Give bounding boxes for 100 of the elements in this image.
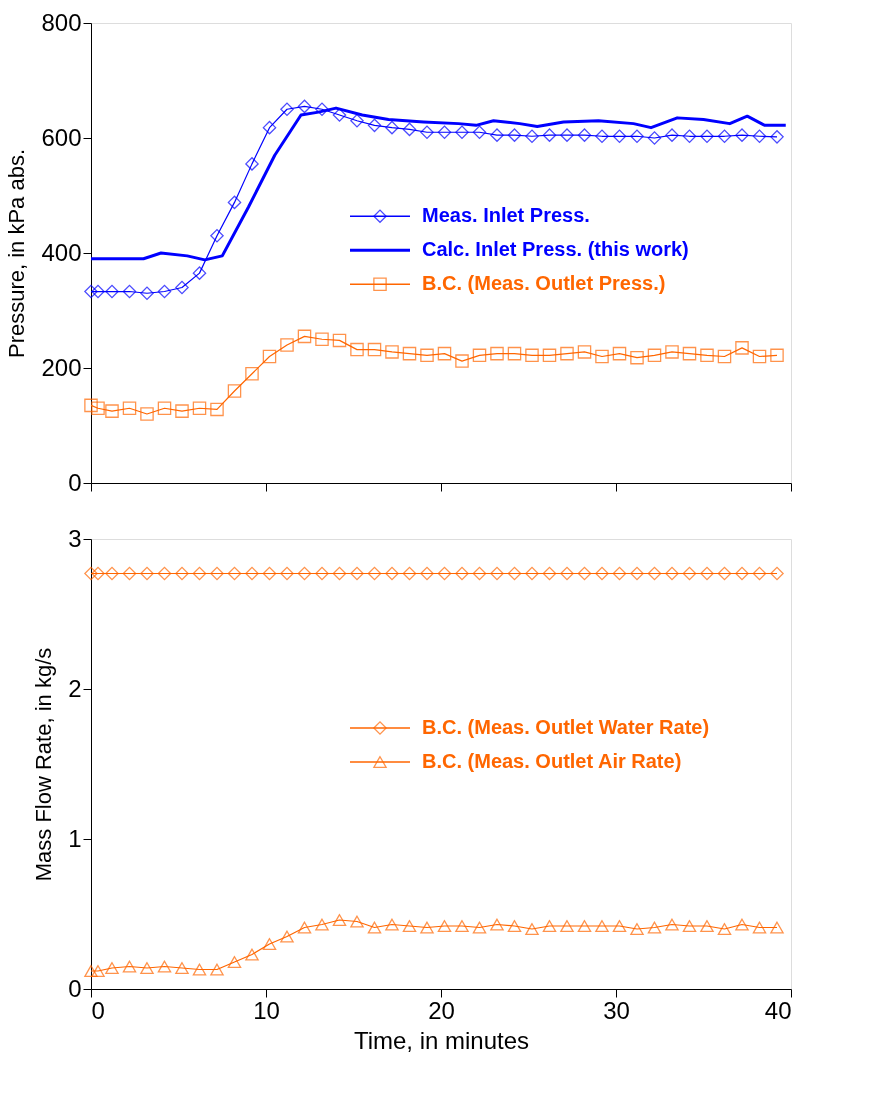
point (490, 346, 504, 361)
point (140, 407, 154, 421)
point (175, 280, 189, 295)
y-axis-title: Mass Flow Rate, in kg/s (31, 647, 57, 882)
point (735, 918, 749, 931)
point (140, 566, 154, 581)
point (507, 920, 522, 932)
point (315, 566, 329, 581)
point (752, 129, 767, 144)
point (717, 129, 732, 144)
point (91, 965, 105, 977)
point (577, 128, 592, 142)
point (455, 920, 469, 932)
point (612, 566, 627, 581)
point (245, 566, 259, 581)
point (420, 348, 434, 363)
y-tick-label: 0 (68, 468, 82, 496)
point (175, 404, 189, 418)
point (595, 920, 609, 932)
x-tick-label: 40 (764, 996, 792, 1024)
point (735, 128, 749, 142)
point (472, 348, 487, 363)
point (700, 348, 714, 363)
point (630, 566, 644, 581)
point (297, 921, 312, 934)
point (490, 566, 504, 581)
point (385, 566, 399, 581)
point (560, 566, 574, 581)
point (140, 962, 154, 974)
point (752, 349, 767, 364)
point (752, 566, 767, 581)
point (140, 286, 154, 301)
point (420, 566, 434, 581)
point (315, 918, 329, 931)
x-tick-label: 10 (253, 996, 280, 1024)
point (262, 349, 277, 364)
point (752, 921, 767, 934)
point (297, 566, 312, 581)
point (105, 566, 119, 581)
y-tick-label: 800 (41, 8, 82, 36)
point (612, 920, 627, 932)
point (122, 960, 137, 973)
point (735, 566, 749, 581)
point (245, 366, 259, 381)
point (192, 963, 207, 976)
point (122, 401, 137, 416)
point (262, 120, 277, 135)
point (770, 348, 784, 363)
point (437, 920, 452, 932)
point (227, 384, 242, 398)
point (157, 566, 172, 581)
point (472, 921, 487, 934)
point (542, 920, 557, 932)
point (350, 113, 364, 128)
point (332, 333, 347, 348)
point (91, 284, 105, 299)
point (385, 918, 399, 931)
y-tick-label: 1 (68, 824, 82, 852)
point (595, 129, 609, 144)
point (770, 130, 784, 144)
point (700, 566, 714, 581)
point (297, 329, 312, 344)
point (665, 345, 679, 359)
y-tick-label: 3 (68, 524, 82, 552)
point (577, 566, 592, 581)
point (665, 128, 679, 142)
point (665, 918, 679, 931)
point (210, 963, 224, 976)
point (332, 108, 347, 122)
point (472, 566, 487, 581)
point (490, 128, 504, 142)
point (84, 566, 98, 581)
point (577, 920, 592, 932)
point (175, 566, 189, 581)
point (630, 129, 644, 144)
point (192, 401, 207, 416)
point (227, 195, 242, 210)
legend-label: Meas. Inlet Press. (422, 204, 590, 227)
x-tick-label: 0 (91, 996, 105, 1024)
point (385, 120, 399, 135)
x-tick-label: 20 (428, 996, 455, 1024)
point (525, 348, 539, 363)
point (455, 354, 469, 368)
point (682, 566, 697, 581)
legend-label: B.C. (Meas. Outlet Press.) (422, 272, 666, 295)
point (262, 938, 277, 950)
point (105, 404, 119, 418)
point (402, 920, 417, 932)
point (297, 99, 312, 114)
point (717, 923, 732, 935)
point (402, 566, 417, 581)
point (332, 914, 347, 926)
point (630, 923, 644, 935)
point (507, 128, 522, 142)
point (560, 128, 574, 142)
point (315, 332, 329, 347)
point (157, 401, 172, 416)
point (227, 956, 242, 968)
point (525, 566, 539, 581)
point (682, 129, 697, 144)
